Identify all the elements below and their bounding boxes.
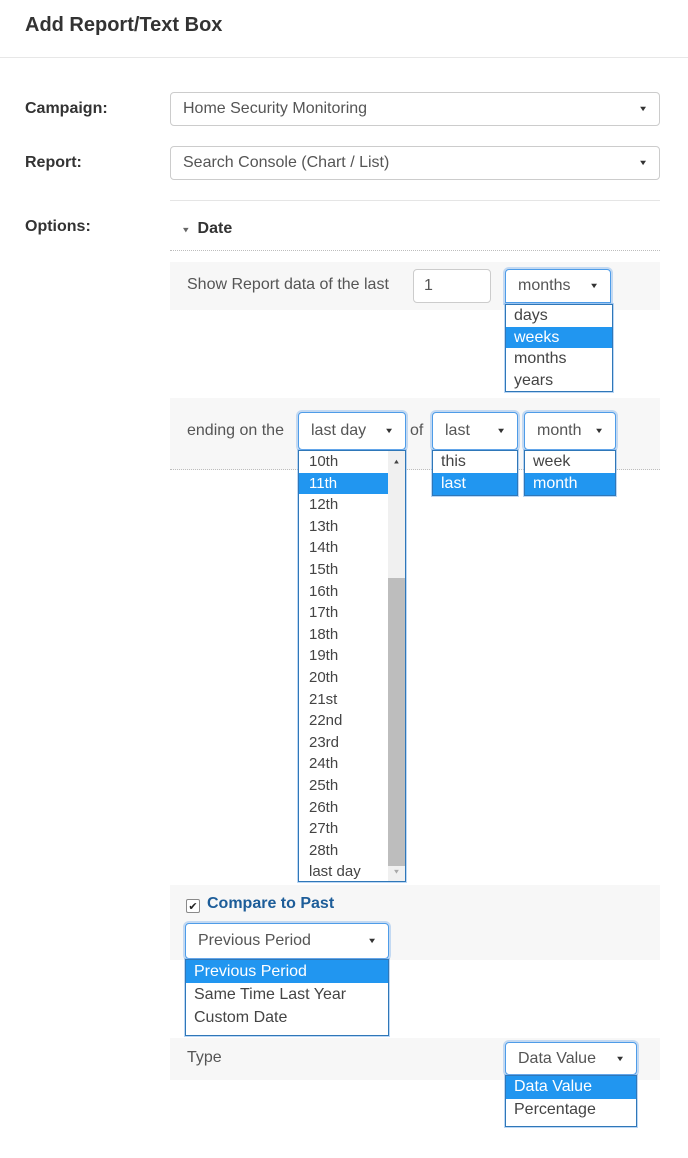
option-14th[interactable]: 14th [309, 539, 339, 557]
ending-day-options[interactable]: 10th 11th 12th 13th 14th 15th 16th 17th 18th 19th… [299, 451, 388, 881]
type-label: Type [187, 1049, 222, 1066]
ending-period-value: month [537, 422, 582, 439]
ending-relative-value: last [445, 422, 470, 439]
campaign-select[interactable]: Home Security Monitoring ▼ [170, 92, 660, 126]
type-select[interactable]: Data Value ▼ [505, 1042, 637, 1075]
option-12th[interactable]: 12th [309, 496, 339, 514]
page-title: Add Report/Text Box [25, 14, 223, 36]
option-20th[interactable]: 20th [309, 668, 339, 686]
compare-label: Compare to Past [207, 895, 335, 912]
option-24th[interactable]: 24th [309, 755, 339, 773]
ending-day-select[interactable]: last day ▼ [298, 412, 406, 450]
option-18th[interactable]: 18th [309, 625, 339, 643]
compare-dropdown[interactable]: Previous Period Same Time Last Year Custom… [185, 959, 389, 1036]
option-data-value[interactable]: Data Value [506, 1076, 636, 1099]
option-previous-period[interactable]: Previous Period [186, 960, 388, 983]
option-11th[interactable]: 11th [299, 472, 388, 495]
checkmark-icon: ✔ [188, 900, 198, 913]
date-section-toggle[interactable]: ▾ Date [183, 220, 232, 238]
header-divider [0, 57, 688, 58]
of-text: of [410, 422, 424, 439]
collapse-arrow-icon: ▾ [183, 224, 189, 235]
chevron-down-icon: ▼ [384, 426, 394, 436]
period-count-input[interactable] [413, 269, 491, 303]
date-section-divider [170, 250, 660, 251]
date-section-title: Date [197, 220, 233, 237]
option-21st[interactable]: 21st [309, 690, 338, 708]
option-years[interactable]: years [514, 371, 554, 389]
type-dropdown[interactable]: Data Value Percentage [505, 1075, 637, 1127]
option-weeks[interactable]: weeks [506, 326, 612, 348]
compare-checkbox[interactable]: ✔ [186, 899, 200, 913]
option-days[interactable]: days [514, 307, 548, 324]
chevron-down-icon: ▼ [367, 936, 377, 946]
option-19th[interactable]: 19th [309, 647, 339, 665]
option-month[interactable]: month [525, 473, 615, 495]
campaign-label: Campaign: [25, 100, 108, 117]
option-17th[interactable]: 17th [309, 604, 339, 622]
options-label: Options: [25, 218, 91, 235]
option-23rd[interactable]: 23rd [309, 733, 340, 751]
campaign-select-value: Home Security Monitoring [183, 100, 368, 117]
compare-select-value: Previous Period [198, 932, 311, 949]
options-divider [170, 200, 660, 201]
scroll-up-icon[interactable]: ▲ [392, 457, 401, 465]
report-select[interactable]: Search Console (Chart / List) ▼ [170, 146, 660, 180]
ending-period-dropdown[interactable]: week month [524, 450, 616, 496]
ending-text: ending on the [187, 422, 284, 439]
period-unit-select[interactable]: months ▼ [505, 269, 611, 303]
chevron-down-icon: ▼ [496, 426, 506, 436]
period-unit-value: months [518, 277, 571, 294]
ending-day-dropdown[interactable]: 10th 11th 12th 13th 14th 15th 16th 17th 18th 19th… [298, 450, 406, 882]
ending-relative-dropdown[interactable]: this last [432, 450, 518, 496]
ending-period-select[interactable]: month ▼ [524, 412, 616, 450]
chevron-down-icon: ▼ [589, 281, 599, 291]
dropdown-scrollbar[interactable]: ▲ ▼ [388, 451, 405, 881]
period-unit-dropdown[interactable]: days weeks months years [505, 304, 613, 392]
option-custom-date[interactable]: Custom Date [194, 1009, 288, 1026]
option-27th[interactable]: 27th [309, 820, 339, 838]
option-this[interactable]: this [441, 453, 466, 470]
ending-day-value: last day [311, 422, 367, 439]
option-28th[interactable]: 28th [309, 841, 339, 859]
chevron-down-icon: ▼ [638, 104, 648, 114]
option-last[interactable]: last [433, 473, 517, 495]
chevron-down-icon: ▼ [594, 426, 604, 436]
option-last-day[interactable]: last day [309, 863, 361, 881]
option-26th[interactable]: 26th [309, 798, 339, 816]
type-select-value: Data Value [518, 1049, 596, 1067]
chevron-down-icon: ▼ [615, 1054, 625, 1063]
option-25th[interactable]: 25th [309, 776, 339, 794]
option-10th[interactable]: 10th [309, 453, 339, 470]
option-months[interactable]: months [514, 350, 567, 367]
compare-select[interactable]: Previous Period ▼ [185, 923, 389, 959]
chevron-down-icon: ▼ [638, 158, 648, 168]
report-label: Report: [25, 154, 82, 171]
option-13th[interactable]: 13th [309, 517, 339, 535]
option-same-time-last-year[interactable]: Same Time Last Year [194, 986, 347, 1003]
ending-relative-select[interactable]: last ▼ [432, 412, 518, 450]
report-select-value: Search Console (Chart / List) [183, 154, 390, 171]
show-report-text: Show Report data of the last [187, 276, 389, 293]
scrollbar-thumb[interactable] [388, 578, 405, 866]
option-percentage[interactable]: Percentage [514, 1100, 596, 1118]
option-16th[interactable]: 16th [309, 582, 339, 600]
option-week[interactable]: week [533, 453, 571, 470]
option-22nd[interactable]: 22nd [309, 712, 343, 730]
scroll-down-icon[interactable]: ▼ [392, 867, 401, 875]
option-15th[interactable]: 15th [309, 560, 339, 578]
